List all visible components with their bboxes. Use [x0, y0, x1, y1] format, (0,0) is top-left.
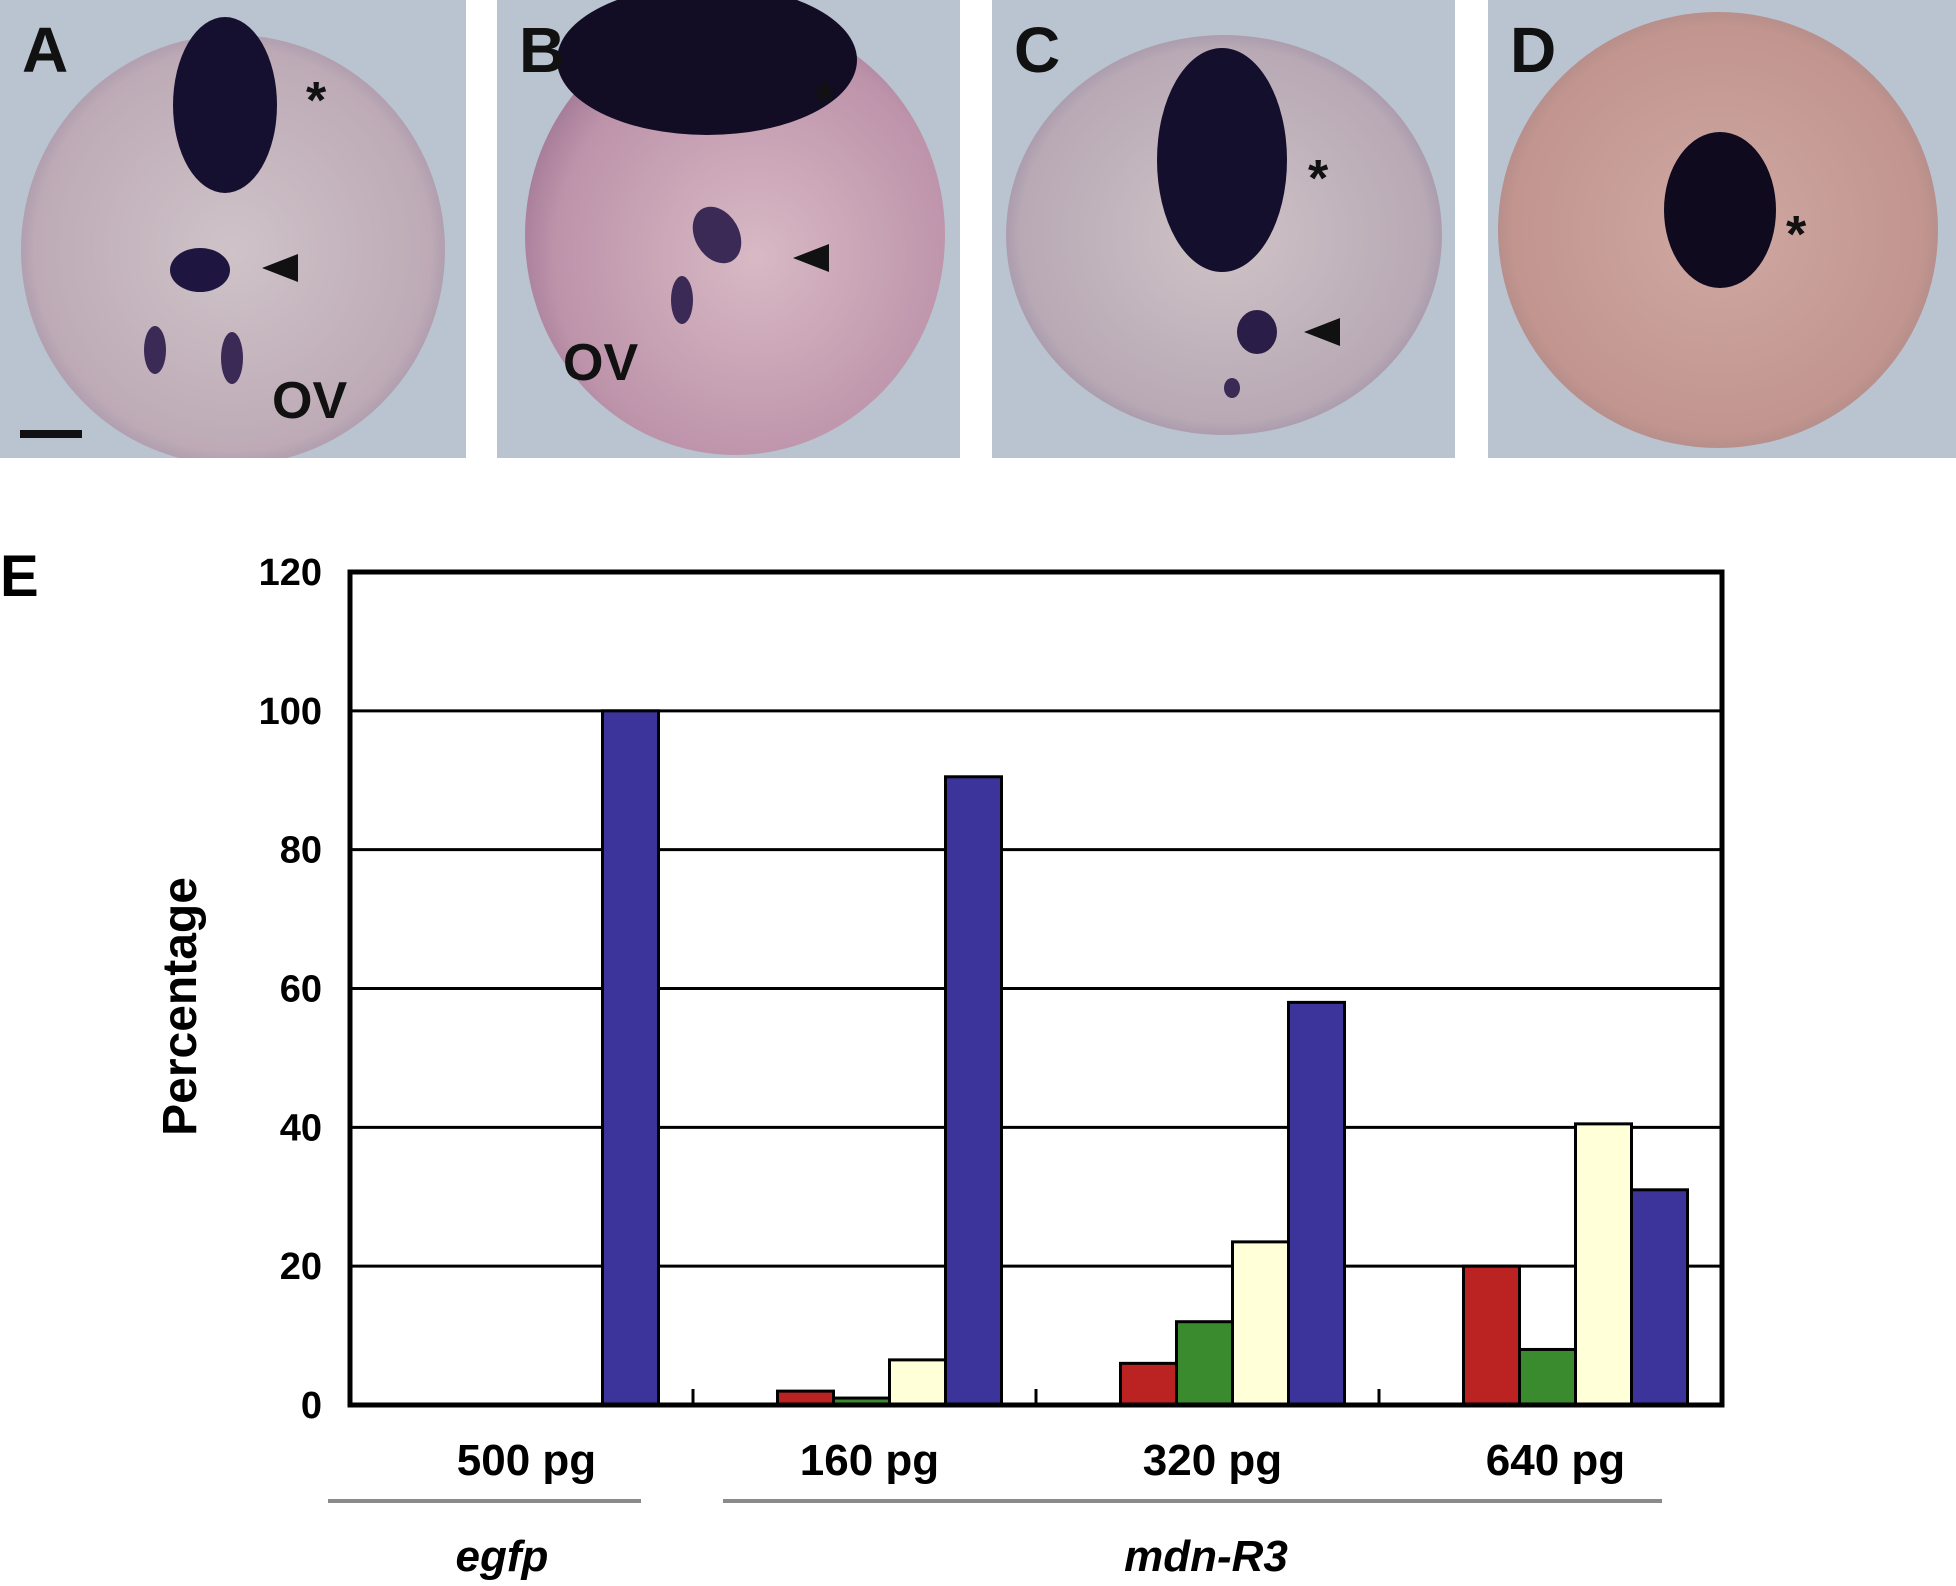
panel-label-e: E — [0, 544, 39, 609]
stain-extra-c — [1224, 378, 1240, 398]
bar-1-2 — [888, 1358, 947, 1407]
micrograph-d: * — [1498, 12, 1938, 448]
panel-d: * D — [1488, 0, 1956, 458]
micrograph-a: * OV — [20, 17, 445, 458]
y-axis-label: Percentage — [154, 877, 207, 1136]
panel-b: * OV B — [497, 0, 960, 458]
stain-extra-b — [671, 276, 693, 324]
bar-3-0 — [1462, 1264, 1521, 1407]
y-tick-label-120: 120 — [259, 552, 322, 594]
stain-ov-right-a — [221, 332, 243, 384]
bar-0-3 — [601, 709, 660, 1407]
panel-c: * C — [992, 0, 1455, 458]
y-tick-label-100: 100 — [259, 691, 322, 733]
stain-asterisk-region-a — [173, 17, 277, 193]
bar-3-1 — [1518, 1347, 1577, 1407]
bar-3-3 — [1630, 1188, 1689, 1407]
y-tick-label-40: 40 — [280, 1107, 322, 1149]
y-tick-label-60: 60 — [280, 969, 322, 1011]
stain-asterisk-region-c — [1157, 48, 1287, 272]
panel-label-a: A — [22, 14, 69, 86]
panel-label-d: D — [1510, 14, 1557, 86]
ov-label-a: OV — [272, 372, 347, 430]
category-label-1: 160 pg — [800, 1436, 939, 1485]
ov-label-b: OV — [563, 334, 638, 392]
bar-2-0 — [1119, 1361, 1178, 1407]
stain-asterisk-region-b — [557, 0, 857, 135]
group-label-1: mdn-R3 — [1124, 1532, 1288, 1581]
category-label-3: 640 pg — [1486, 1436, 1625, 1485]
bar-2-1 — [1175, 1320, 1234, 1407]
category-label-0: 500 pg — [457, 1436, 596, 1485]
arrowhead-icon-c — [1304, 318, 1340, 346]
bar-3-2 — [1574, 1122, 1633, 1407]
asterisk-label-a: * — [306, 72, 327, 130]
panel-label-c: C — [1014, 14, 1061, 86]
y-tick-label-80: 80 — [280, 830, 322, 872]
stain-arrowhead-region-b — [692, 206, 742, 264]
y-tick-label-0: 0 — [301, 1385, 322, 1427]
bar-1-3 — [944, 775, 1003, 1407]
embryo-a — [21, 35, 445, 458]
stain-arrowhead-region-a — [170, 248, 230, 292]
micrograph-c: * — [1006, 35, 1442, 435]
asterisk-label-d: * — [1786, 206, 1807, 264]
asterisk-label-b: * — [815, 72, 836, 130]
bar-2-3 — [1287, 1000, 1346, 1407]
bar-2-2 — [1231, 1240, 1290, 1407]
scale-bar — [20, 430, 82, 438]
micrograph-b: * OV — [525, 0, 945, 455]
stain-ov-left-a — [144, 326, 166, 374]
group-label-0: egfp — [456, 1532, 549, 1581]
arrowhead-icon-a — [262, 254, 298, 282]
arrowhead-icon-b — [793, 244, 829, 272]
panel-a: * OV A — [0, 0, 466, 458]
asterisk-label-c: * — [1308, 150, 1329, 208]
plot-frame — [347, 569, 1725, 1408]
category-label-2: 320 pg — [1143, 1436, 1282, 1485]
y-tick-label-20: 20 — [280, 1246, 322, 1288]
stain-arrowhead-region-c — [1237, 310, 1277, 354]
stain-asterisk-region-d — [1664, 132, 1776, 288]
panel-label-b: B — [519, 14, 566, 86]
